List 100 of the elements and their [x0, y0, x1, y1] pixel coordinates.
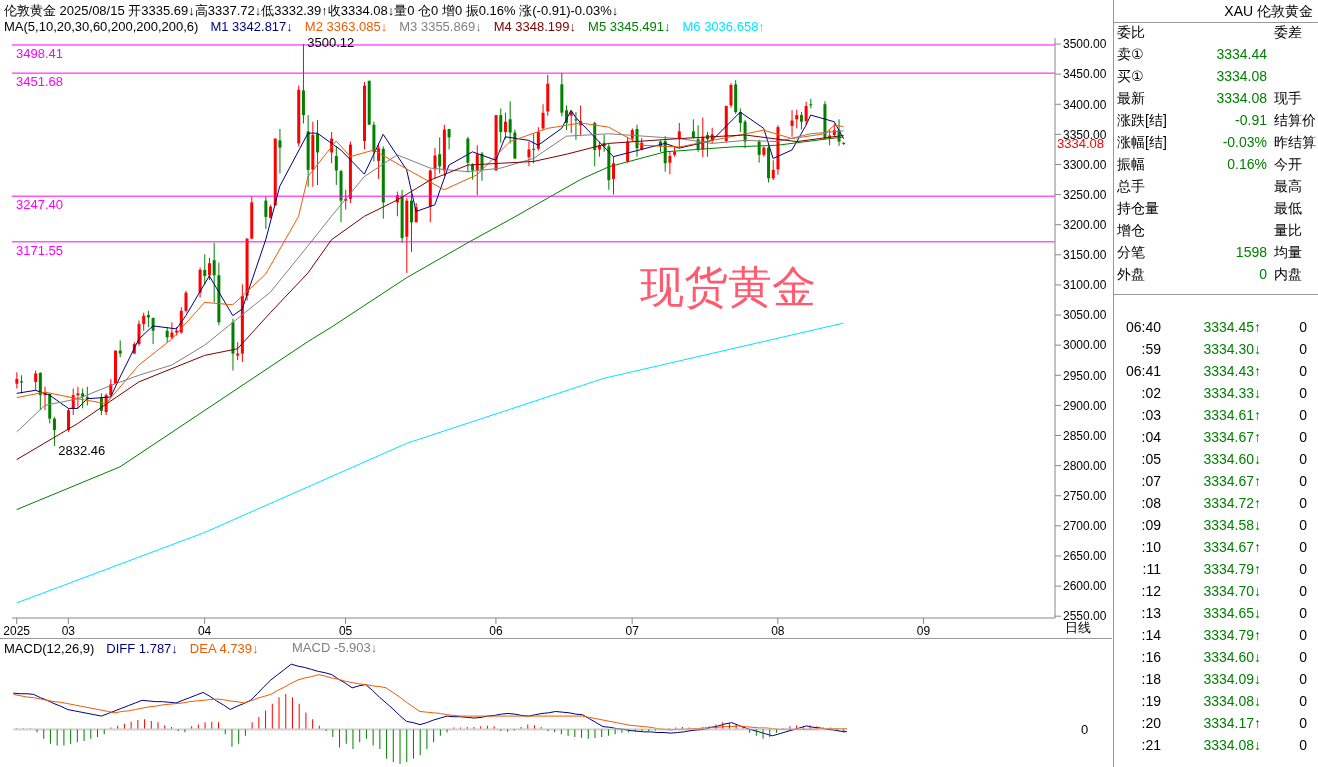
text: 0 [1299, 715, 1307, 731]
y-tick-label: 3300.00 [1063, 157, 1107, 172]
text: M6 3036.658↑ [682, 19, 765, 34]
y-tick-label: 3200.00 [1063, 217, 1107, 232]
text: 3334.17↑ [1203, 715, 1261, 731]
text: 振幅 [1117, 156, 1145, 174]
chart-subtitle: MA(5,10,20,30,60,200,200,200,6) [4, 19, 199, 34]
text: :03 [1141, 407, 1161, 423]
x-tick-label: 07 [625, 623, 640, 638]
text: 0 [1299, 341, 1307, 357]
text: 0 [1299, 671, 1307, 687]
text: :08 [1141, 495, 1161, 511]
text: 3334.30↓ [1203, 341, 1261, 357]
text: :18 [1141, 671, 1161, 687]
text: 3334.67↑ [1203, 473, 1261, 489]
text: MACD -5.903↓ [292, 640, 378, 655]
text: 3334.65↓ [1203, 605, 1261, 621]
text: M3 3355.869↓ [399, 19, 482, 34]
text: 06:41 [1125, 363, 1161, 379]
text: 0 [1299, 319, 1307, 335]
text: :05 [1141, 451, 1161, 467]
y-tick-label: 2750.00 [1063, 489, 1107, 503]
text: 3334.44 [1216, 46, 1267, 62]
text: :10 [1141, 539, 1161, 555]
y-tick-label: 3450.00 [1063, 67, 1107, 82]
text: 3334.79↑ [1203, 561, 1261, 577]
text: 卖① [1117, 46, 1144, 64]
text: 涨跌[结] [1117, 112, 1167, 130]
text: 3334.67↑ [1203, 539, 1261, 555]
y-tick-label: 2950.00 [1063, 368, 1107, 383]
text: 0 [1259, 266, 1267, 282]
text: 均量 [1274, 244, 1302, 262]
text: :02 [1141, 385, 1161, 401]
text: 外盘 [1117, 266, 1145, 284]
ref-line-label: 3451.68 [16, 74, 63, 90]
ref-line-label: 3171.55 [16, 243, 63, 259]
text: 0.16% [1227, 156, 1267, 172]
text: 0 [1299, 627, 1307, 643]
text: 委差 [1274, 24, 1302, 42]
y-tick-label: 2850.00 [1063, 428, 1107, 443]
text: 3334.45↑ [1203, 319, 1261, 335]
text: 1598 [1235, 244, 1267, 260]
text: -0.91 [1235, 112, 1267, 128]
text: 3334.08↓ [1203, 693, 1261, 709]
text: 内盘 [1274, 266, 1302, 284]
text: 今开 [1274, 156, 1302, 174]
text: :09 [1141, 517, 1161, 533]
text: 0 [1299, 363, 1307, 379]
x-tick-label: 03 [61, 623, 76, 638]
text: :14 [1141, 627, 1161, 643]
y-tick-label: 3500.00 [1063, 37, 1107, 52]
y-tick-label: 3150.00 [1063, 248, 1107, 263]
text: XAU 伦敦黄金 [1224, 3, 1313, 21]
text: 3334.61↑ [1203, 407, 1261, 423]
text: 0 [1299, 583, 1307, 599]
text: 0 [1299, 649, 1307, 665]
y-tick-label: 3400.00 [1063, 97, 1107, 112]
text: M2 3363.085↓ [304, 19, 388, 34]
text: 3334.60↓ [1203, 649, 1261, 665]
text: 结算价 [1274, 112, 1316, 130]
text: 买① [1117, 68, 1144, 86]
y-tick-label: 2600.00 [1063, 579, 1107, 594]
y-tick-label: 2700.00 [1063, 519, 1107, 534]
x-tick-label: 05 [338, 623, 353, 638]
chart-title: 伦敦黄金 2025/08/15 开3335.69↓高3337.72↓低3332.39↑收3334.08↓量0 仓0 增0 振0.16% 涨(-0.91)-0.03%↓ [4, 2, 619, 20]
text: M1 3342.817↓ [210, 19, 293, 34]
text: -0.03% [1222, 134, 1267, 150]
text: 3334.72↑ [1203, 495, 1261, 511]
text: 0 [1299, 517, 1307, 533]
text: 3334.60↓ [1203, 451, 1261, 467]
text: 量比 [1274, 222, 1302, 240]
ref-line-label: 3498.41 [16, 46, 63, 62]
text: 3334.67↑ [1203, 429, 1261, 445]
text: 分笔 [1117, 244, 1145, 262]
chart-title: MACD(12,26,9) [4, 641, 95, 656]
text: 最低 [1274, 200, 1302, 218]
text: 3334.43↑ [1203, 363, 1261, 379]
annotation: 2832.46 [58, 442, 106, 458]
y-tick-label: 3250.00 [1063, 187, 1107, 202]
text: :12 [1141, 583, 1161, 599]
text: 涨幅[结] [1117, 134, 1167, 152]
text: DEA 4.739↓ [189, 641, 259, 656]
text: 0 [1299, 561, 1307, 577]
text: 3334.79↑ [1203, 627, 1261, 643]
text: 0 [1081, 721, 1089, 737]
text: :04 [1141, 429, 1161, 445]
text: 0 [1299, 429, 1307, 445]
text: :21 [1141, 737, 1161, 753]
text: 06:40 [1125, 319, 1161, 335]
text: :20 [1141, 715, 1161, 731]
text: 现手 [1274, 90, 1302, 108]
text: 0 [1299, 473, 1307, 489]
y-tick-label: 3000.00 [1063, 338, 1107, 353]
text: 0 [1299, 385, 1307, 401]
y-tick-label: 2800.00 [1063, 458, 1107, 473]
text: M5 3345.491↓ [588, 19, 671, 34]
text: 总手 [1117, 178, 1145, 196]
text: :59 [1141, 341, 1161, 357]
text: 最新 [1117, 90, 1145, 108]
x-tick-label: 04 [197, 623, 212, 638]
